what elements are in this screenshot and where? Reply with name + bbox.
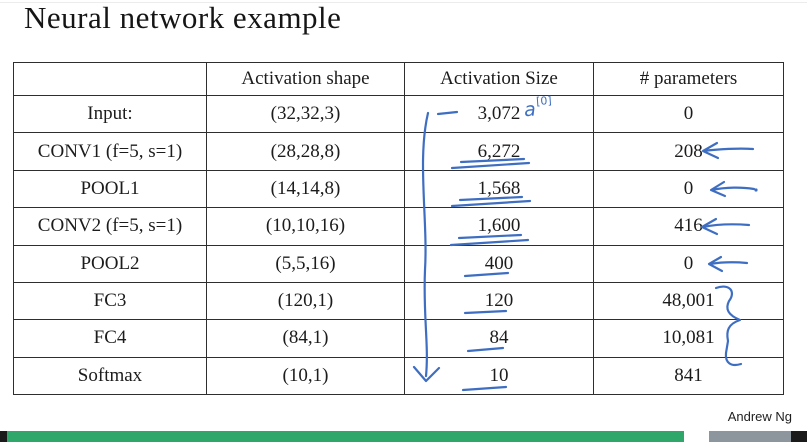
activation-size: 84: [404, 319, 594, 358]
table-header-row: Activation shape Activation Size # param…: [13, 62, 784, 96]
layer-name: Input:: [13, 94, 207, 134]
activation-size: 10: [404, 356, 594, 396]
layer-name: FC3: [13, 281, 207, 321]
table-row: Softmax (10,1) 10 841: [13, 356, 784, 396]
activation-shape: (28,28,8): [206, 132, 405, 171]
network-layers-table: Activation shape Activation Size # param…: [13, 62, 784, 396]
layer-name: CONV1 (f=5, s=1): [13, 132, 207, 171]
activation-size: 1,568: [404, 169, 594, 209]
table-row: CONV1 (f=5, s=1) (28,28,8) 6,272 208: [13, 132, 784, 171]
parameter-count: 416: [593, 207, 784, 246]
progress-played-segment[interactable]: [7, 431, 684, 442]
parameter-count: 841: [593, 356, 784, 396]
table-row: POOL2 (5,5,16) 400 0: [13, 244, 784, 283]
header-parameters: # parameters: [593, 62, 784, 96]
slide-top-edge: [0, 2, 807, 3]
layer-name: POOL2: [13, 244, 207, 283]
parameter-count: 0: [593, 244, 784, 283]
layer-name: Softmax: [13, 356, 207, 396]
activation-shape: (10,10,16): [206, 207, 405, 246]
table-row: POOL1 (14,14,8) 1,568 0: [13, 169, 784, 209]
activation-size: 120: [404, 281, 594, 321]
activation-shape: (84,1): [206, 319, 405, 358]
activation-size: 1,600: [404, 207, 594, 246]
parameter-count: 208: [593, 132, 784, 171]
table-row: CONV2 (f=5, s=1) (10,10,16) 1,600 416: [13, 207, 784, 246]
table-row: FC4 (84,1) 84 10,081: [13, 319, 784, 358]
activation-size: 400: [404, 244, 594, 283]
progress-left-edge: [0, 431, 7, 442]
layer-name: FC4: [13, 319, 207, 358]
layer-name: POOL1: [13, 169, 207, 209]
layer-name: CONV2 (f=5, s=1): [13, 207, 207, 246]
progress-gap: [684, 431, 709, 442]
slide-title: Neural network example: [24, 0, 342, 35]
parameter-count: 0: [593, 169, 784, 209]
activation-shape: (10,1): [206, 356, 405, 396]
header-layer: [13, 62, 207, 96]
table-row: Input: (32,32,3) 3,072 0: [13, 94, 784, 134]
activation-shape: (32,32,3): [206, 94, 405, 134]
activation-shape: (120,1): [206, 281, 405, 321]
activation-size: 3,072: [404, 94, 594, 134]
activation-size: 6,272: [404, 132, 594, 171]
table-row: FC3 (120,1) 120 48,001: [13, 281, 784, 321]
header-activation-shape: Activation shape: [206, 62, 405, 96]
progress-buffer-segment[interactable]: [709, 431, 791, 442]
activation-shape: (5,5,16): [206, 244, 405, 283]
handwritten-a0-annotation: a[0]: [523, 94, 553, 122]
parameter-count: 10,081: [593, 319, 784, 358]
author-credit: Andrew Ng: [727, 409, 792, 424]
parameter-count: 0: [593, 94, 784, 134]
header-activation-size: Activation Size: [404, 62, 594, 96]
parameter-count: 48,001: [593, 281, 784, 321]
activation-shape: (14,14,8): [206, 169, 405, 209]
video-progress-bar[interactable]: [0, 431, 807, 442]
progress-right-edge: [791, 431, 807, 442]
